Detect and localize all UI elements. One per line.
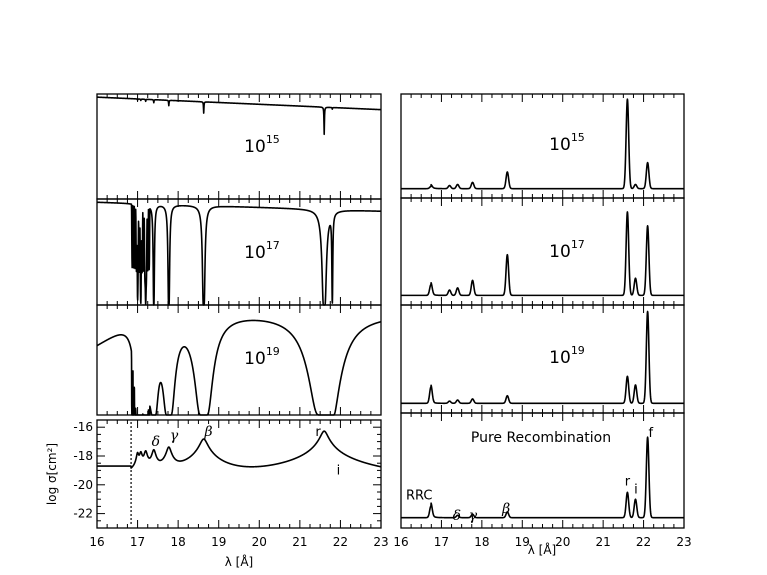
density-label-left-2: 1017 [244, 239, 280, 263]
y-tick-label-left: -20 [73, 478, 93, 492]
annotation-right-RRC: RRC [406, 488, 433, 503]
curve-right-2 [400, 211, 685, 297]
curve-left-2 [96, 201, 382, 306]
density-label-right-3: 1019 [549, 344, 585, 368]
x-tick-label-left: 19 [211, 535, 226, 549]
x-tick-label-right: 18 [474, 535, 489, 549]
x-axis-label-left: λ [Å] [225, 554, 254, 569]
x-tick-label-left: 17 [130, 535, 145, 549]
curve-left-1 [96, 96, 382, 136]
annotation-left-γ: γ [170, 428, 179, 444]
x-tick-label-right: 16 [393, 535, 408, 549]
x-tick-label-left: 18 [171, 535, 186, 549]
y-axis-label-left: log σ[cm²] [45, 443, 59, 505]
x-tick-label-left: 22 [333, 535, 348, 549]
annotation-right-γ: γ [469, 508, 478, 524]
x-tick-label-left: 20 [252, 535, 267, 549]
density-label-left-3: 1019 [244, 345, 280, 369]
annotation-left-δ: δ [152, 434, 160, 450]
curve-right-3 [400, 310, 685, 405]
annotation-right-i: i [634, 483, 638, 498]
curve-right-1 [400, 98, 685, 190]
panel-right-3-frame [400, 304, 685, 414]
panel-title-pure-recombination: Pure Recombination [471, 430, 611, 446]
curve-right-4 [400, 436, 685, 519]
x-tick-label-right: 19 [515, 535, 530, 549]
panel-right-2-frame [400, 197, 685, 306]
x-tick-label-right: 23 [676, 535, 691, 549]
density-label-right-1: 1015 [549, 131, 585, 155]
annotation-right-r: r [625, 474, 631, 489]
panel-right-1-frame [400, 93, 685, 199]
y-tick-label-left: -16 [73, 420, 93, 434]
x-tick-label-left: 16 [89, 535, 104, 549]
x-tick-label-right: 21 [596, 535, 611, 549]
annotation-left-i: i [337, 464, 341, 479]
x-axis-label-right: λ [Å] [528, 542, 557, 557]
annotation-right-δ: δ [453, 508, 461, 524]
annotation-right-f: f [649, 426, 654, 441]
x-tick-label-right: 17 [434, 535, 449, 549]
x-tick-label-left: 23 [373, 535, 388, 549]
y-tick-label-left: -18 [73, 449, 93, 463]
x-tick-label-right: 22 [636, 535, 651, 549]
curve-left-3 [96, 319, 382, 416]
density-label-left-1: 1015 [244, 133, 280, 157]
y-tick-label-left: -22 [73, 507, 93, 521]
x-tick-label-right: 20 [555, 535, 570, 549]
panel-left-1-frame [96, 93, 382, 200]
density-label-right-2: 1017 [549, 238, 585, 262]
x-tick-label-left: 21 [292, 535, 307, 549]
axis-ticks: 16 17 18 19 20 21 22 23 16 17 18 19 20 21 22 23 -22 -20 -1… [73, 94, 692, 549]
curve-left-4 [96, 430, 382, 469]
annotation-left-r: r [315, 425, 321, 440]
annotation-right-β: β [501, 501, 510, 517]
annotation-left-β: β [204, 424, 213, 440]
